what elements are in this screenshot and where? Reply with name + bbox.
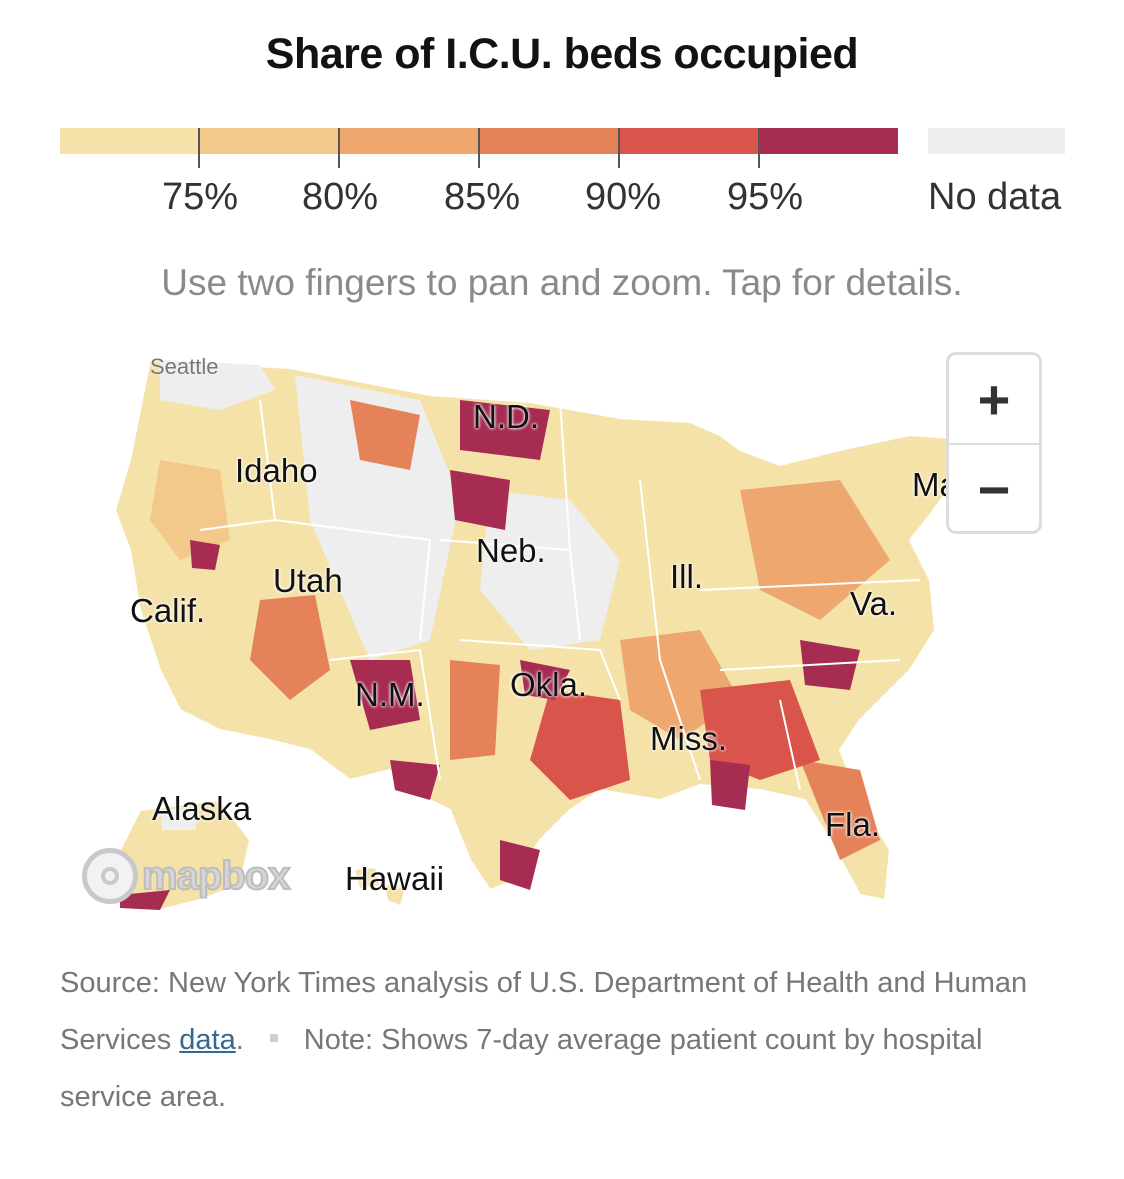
city-label-seattle: Seattle bbox=[150, 354, 219, 379]
mapbox-logo-icon bbox=[82, 848, 138, 904]
choropleth-map[interactable]: Seattle N.D. Idaho Neb. Utah Ill. Calif.… bbox=[100, 340, 960, 930]
map-canvas[interactable] bbox=[100, 340, 960, 930]
legend-swatch-6 bbox=[760, 128, 898, 154]
occupancy-region[interactable] bbox=[800, 760, 880, 860]
legend-tick bbox=[618, 128, 620, 168]
occupancy-region[interactable] bbox=[120, 890, 170, 910]
occupancy-region[interactable] bbox=[460, 400, 550, 460]
map-instructions: Use two fingers to pan and zoom. Tap for… bbox=[161, 262, 963, 303]
zoom-out-button[interactable]: − bbox=[977, 457, 1011, 521]
chart-title: Share of I.C.U. beds occupied bbox=[265, 30, 859, 78]
source-data-link[interactable]: data bbox=[179, 1024, 236, 1056]
legend-tick-label: 85% bbox=[443, 176, 521, 218]
state-label-idaho: Idaho bbox=[235, 452, 318, 489]
state-label-miss: Miss. bbox=[650, 720, 727, 757]
no-data-region bbox=[480, 490, 620, 650]
occupancy-region[interactable] bbox=[150, 460, 230, 560]
state-label-neb: Neb. bbox=[476, 532, 546, 569]
source-note: Source: New York Times analysis of U.S. … bbox=[60, 955, 1070, 1126]
state-label-calif: Calif. bbox=[130, 592, 206, 629]
legend-swatch-1 bbox=[60, 128, 200, 154]
legend-swatch-5 bbox=[620, 128, 760, 154]
legend-tick bbox=[198, 128, 200, 168]
occupancy-region[interactable] bbox=[520, 660, 570, 700]
occupancy-region[interactable] bbox=[800, 640, 860, 690]
state-label-nd: N.D. bbox=[473, 398, 539, 435]
state-label-ill: Ill. bbox=[670, 558, 703, 595]
legend-swatch-2 bbox=[200, 128, 340, 154]
occupancy-region[interactable] bbox=[500, 840, 540, 890]
legend-tick-label: 80% bbox=[301, 176, 379, 218]
legend-tick-label: 90% bbox=[584, 176, 662, 218]
occupancy-region[interactable] bbox=[530, 690, 630, 800]
occupancy-region[interactable] bbox=[740, 480, 890, 620]
occupancy-region[interactable] bbox=[350, 660, 420, 730]
note-text: Note: Shows 7-day average patient count … bbox=[60, 1024, 983, 1113]
occupancy-region[interactable] bbox=[700, 680, 820, 780]
no-data-region bbox=[160, 360, 275, 410]
occupancy-region[interactable] bbox=[350, 400, 420, 470]
source-suffix: . bbox=[235, 1024, 244, 1056]
state-label-alaska: Alaska bbox=[152, 790, 252, 827]
legend-tick-label: 75% bbox=[161, 176, 239, 218]
state-label-okla: Okla. bbox=[510, 666, 588, 703]
state-label-utah: Utah bbox=[273, 562, 343, 599]
state-label-hawaii: Hawaii bbox=[345, 860, 445, 897]
state-label-fla: Fla. bbox=[825, 806, 881, 843]
legend-tick-label: 95% bbox=[726, 176, 804, 218]
legend-tick bbox=[478, 128, 480, 168]
occupancy-region[interactable] bbox=[450, 660, 500, 760]
legend-no-data-swatch bbox=[928, 128, 1065, 154]
source-text: Source: New York Times analysis of U.S. … bbox=[60, 967, 1028, 1056]
legend-swatch-4 bbox=[480, 128, 620, 154]
state-label-nm: N.M. bbox=[355, 676, 425, 713]
occupancy-region[interactable] bbox=[250, 595, 330, 700]
mapbox-attribution[interactable]: mapbox bbox=[82, 846, 291, 906]
occupancy-region[interactable] bbox=[190, 540, 220, 570]
zoom-controls: + − bbox=[946, 352, 1042, 534]
mapbox-logo-text: mapbox bbox=[141, 853, 291, 899]
hawaii-shape[interactable] bbox=[355, 868, 405, 905]
occupancy-region[interactable] bbox=[710, 760, 750, 810]
legend-swatch-3 bbox=[340, 128, 480, 154]
color-legend: 75% 80% 85% 90% 95% No data bbox=[60, 128, 1070, 228]
state-label-va: Va. bbox=[850, 585, 898, 622]
no-data-region bbox=[295, 375, 460, 660]
occupancy-region[interactable] bbox=[450, 470, 510, 530]
zoom-divider bbox=[949, 443, 1039, 445]
state-borders bbox=[199, 399, 921, 791]
occupancy-region[interactable] bbox=[160, 808, 200, 830]
legend-tick bbox=[338, 128, 340, 168]
legend-tick bbox=[758, 128, 760, 168]
zoom-in-button[interactable]: + bbox=[977, 367, 1011, 431]
separator-dot-icon bbox=[269, 1034, 278, 1043]
legend-no-data-label: No data bbox=[928, 176, 1062, 218]
occupancy-region[interactable] bbox=[390, 760, 440, 800]
